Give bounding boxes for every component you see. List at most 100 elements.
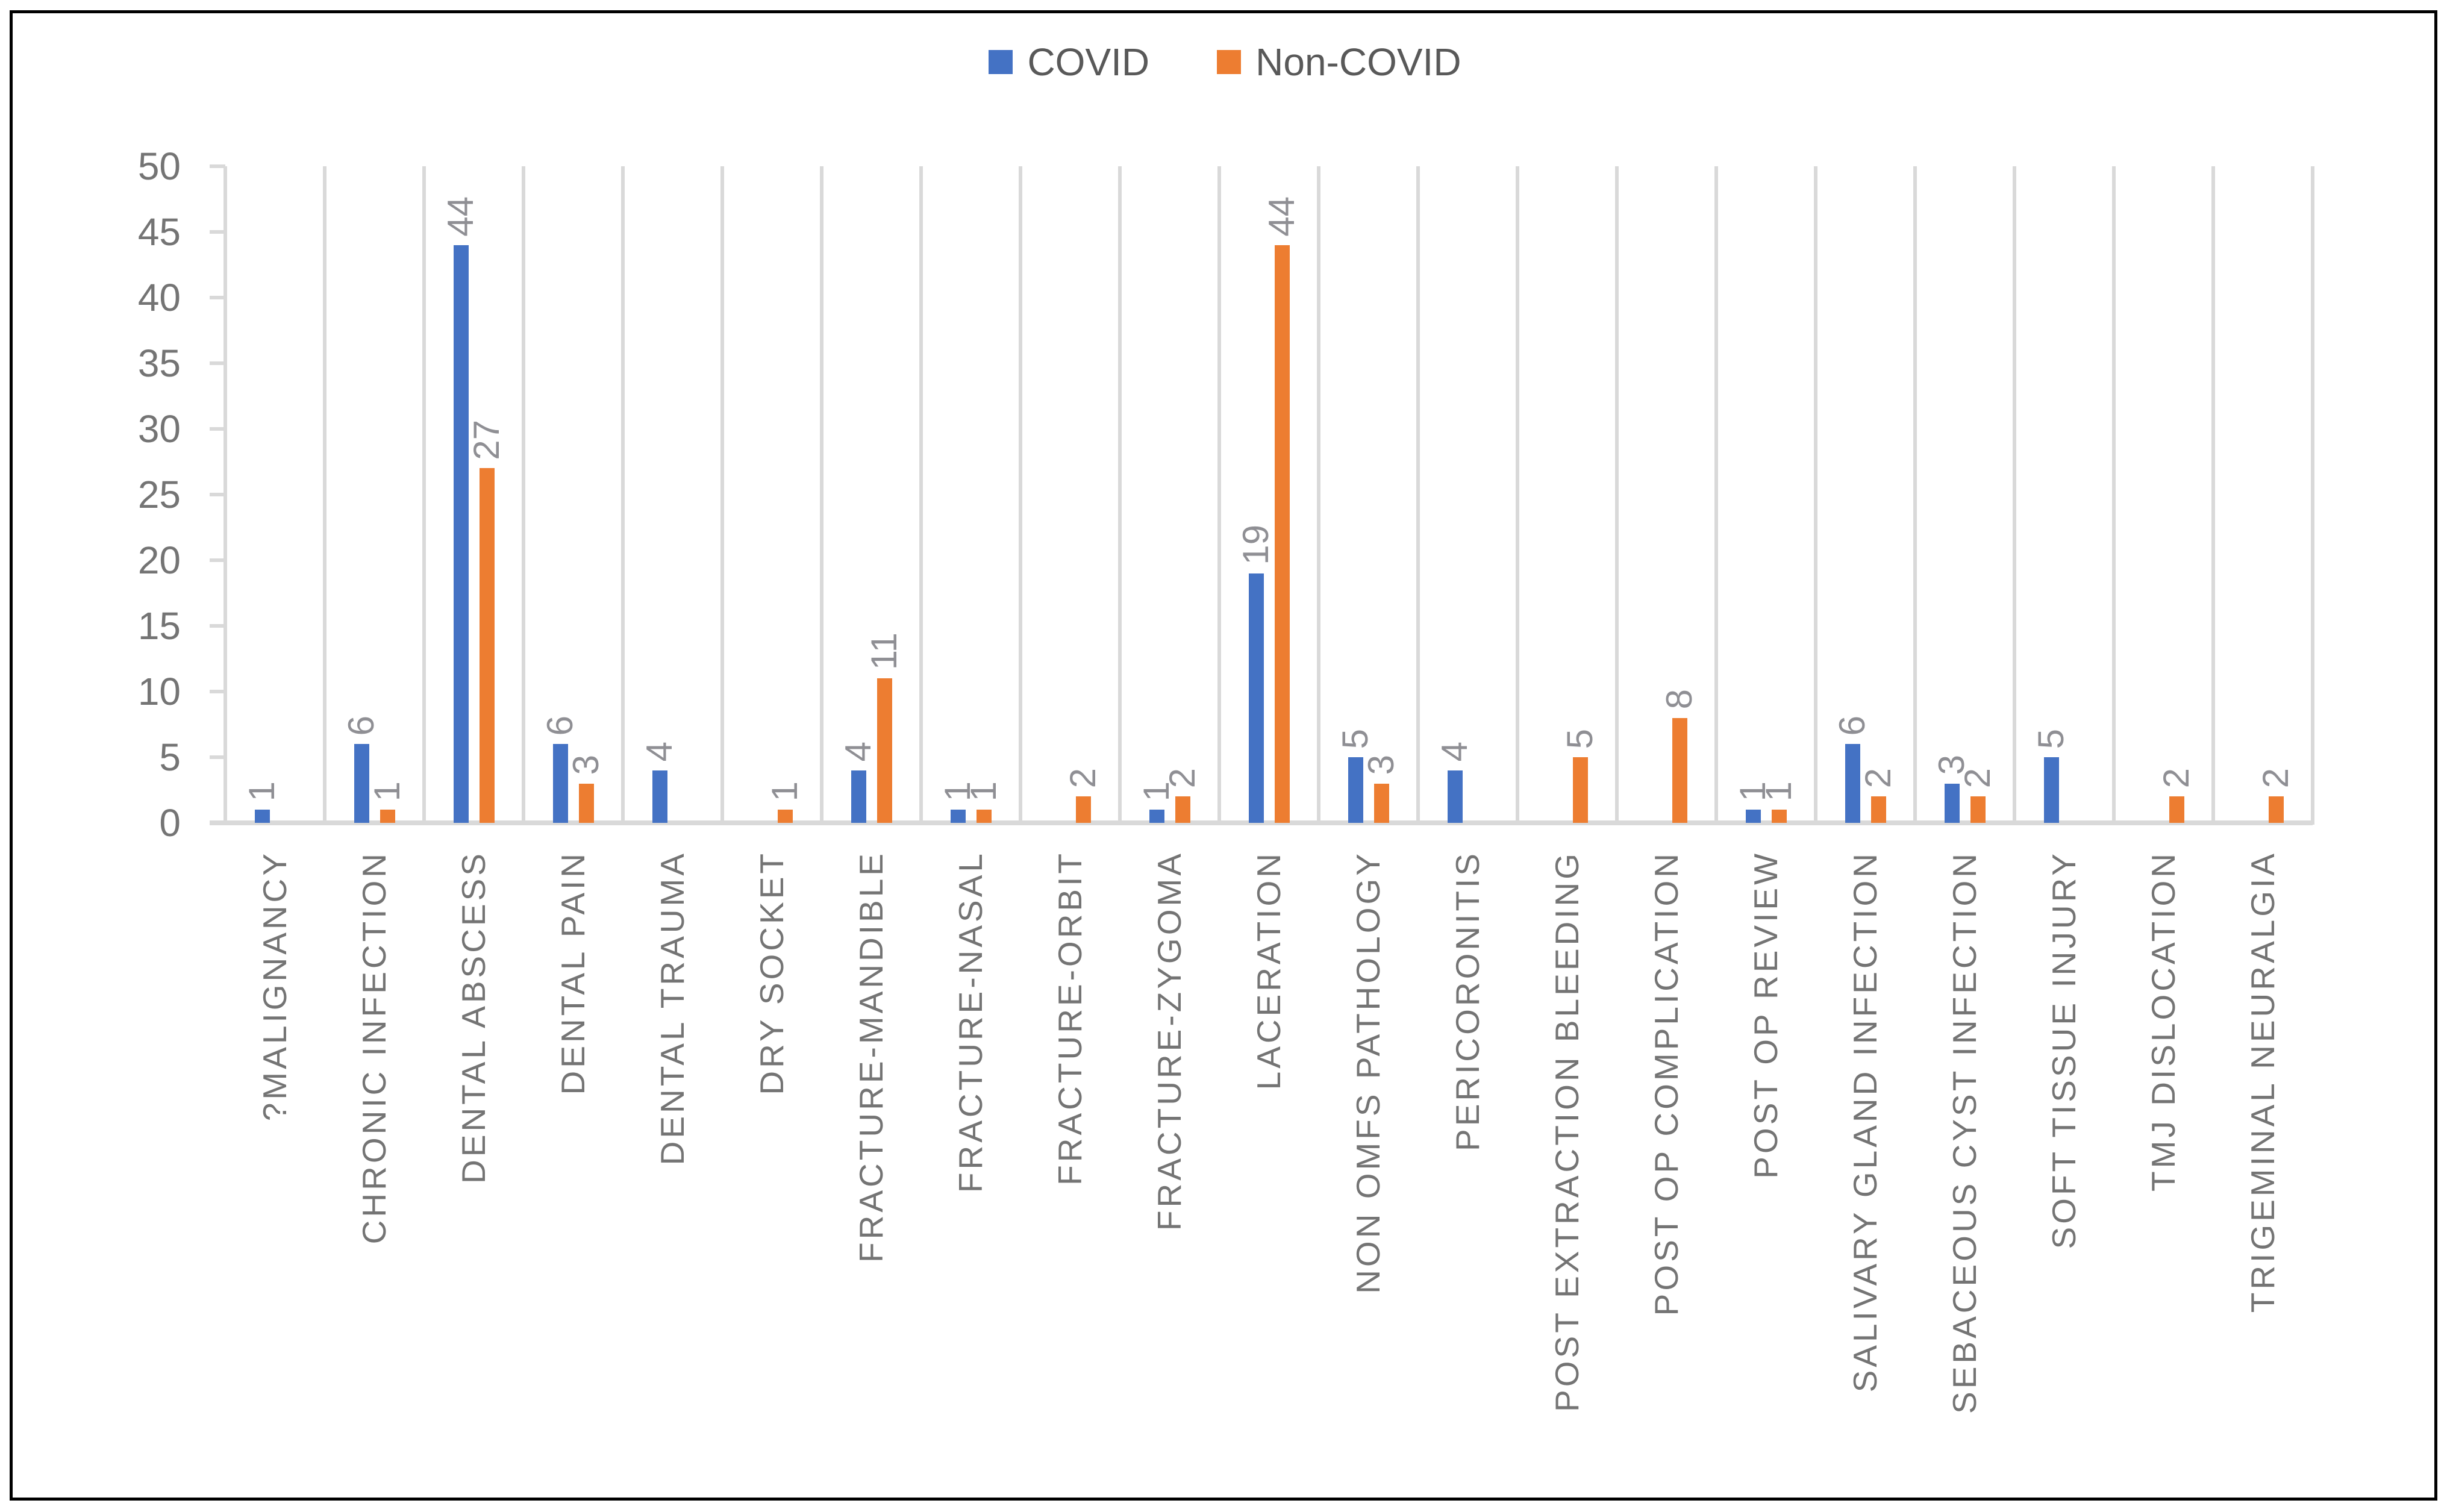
y-tick-label: 50 (137, 145, 181, 188)
y-tick-label: 45 (137, 210, 181, 254)
data-label-non-covid: 2 (2152, 768, 2201, 788)
legend-swatch-covid-icon (989, 50, 1013, 74)
bar-covid (1447, 770, 1463, 823)
x-axis-category-label-text: FRACTURE-NASAL (951, 851, 989, 1193)
x-axis-category-label-text: FRACTURE-MANDIBLE (852, 851, 890, 1263)
x-axis-category-label-text: DENTAL ABSCESS (454, 851, 492, 1184)
bar-non-covid (1970, 796, 1986, 823)
data-label-non-covid: 2 (1158, 768, 1207, 788)
y-tick-label: 40 (137, 276, 181, 319)
y-tick-label: 30 (137, 407, 181, 451)
legend-label-non-covid: Non-COVID (1255, 40, 1461, 84)
legend-swatch-non-covid-icon (1217, 50, 1242, 74)
data-label-non-covid-text: 44 (1261, 196, 1302, 237)
y-tick-label: 25 (137, 473, 181, 516)
data-label-non-covid: 2 (1059, 768, 1107, 788)
data-label-covid: 5 (1331, 729, 1380, 749)
data-label-non-covid-text: 1 (367, 781, 407, 802)
data-label-non-covid-text: 11 (864, 632, 904, 670)
x-axis-category-label-text: ?MALIGNANCY (255, 851, 293, 1122)
y-tick-label: 0 (159, 801, 181, 845)
x-axis-category-label-text: LACERATION (1249, 851, 1287, 1090)
bar-non-covid (479, 468, 495, 823)
gridline-vertical (2112, 166, 2116, 825)
bar-non-covid (1075, 796, 1091, 823)
y-axis-tick (210, 690, 225, 693)
bar-covid (652, 770, 667, 823)
x-axis-category-label: LACERATION (1219, 851, 1319, 1090)
data-label-non-covid-text: 2 (2156, 768, 2196, 789)
bar-non-covid (2169, 796, 2184, 823)
x-axis-category-label: CHRONIC INFECTION (325, 851, 424, 1244)
bar-covid (851, 770, 866, 823)
bar-non-covid (1274, 245, 1290, 823)
bar-non-covid (1373, 783, 1389, 823)
gridline-vertical (1615, 166, 1619, 825)
x-axis-category-label: FRACTURE-NASAL (921, 851, 1020, 1193)
x-axis-category-label: NON OMFS PATHOLOGY (1319, 851, 1418, 1294)
gridline-vertical (422, 166, 426, 825)
y-axis-tick (210, 558, 225, 562)
data-label-non-covid-text: 8 (1659, 689, 1699, 710)
data-label-covid: 4 (834, 742, 883, 761)
gridline-vertical (1913, 166, 1917, 825)
x-axis-category-label-text: DENTAL TRAUMA (653, 851, 691, 1166)
data-label-non-covid-text: 1 (1758, 781, 1799, 802)
bar-covid (1348, 757, 1363, 823)
x-axis-category-label: DENTAL PAIN (523, 851, 623, 1095)
y-axis-tick (210, 624, 225, 628)
data-label-non-covid: 1 (363, 781, 411, 801)
data-label-covid: 5 (2027, 729, 2075, 749)
data-label-covid-text: 44 (440, 196, 481, 237)
data-label-non-covid-text: 5 (1560, 728, 1600, 749)
y-axis-tick (210, 493, 225, 496)
x-axis-category-label: TMJ DISLOCATION (2114, 851, 2213, 1192)
x-axis-category-label: TRIGEMINAL NEURALGIA (2213, 851, 2313, 1313)
data-label-non-covid-text: 27 (466, 419, 507, 460)
data-label-covid-text: 6 (341, 715, 381, 736)
data-label-covid-text: 6 (1832, 715, 1872, 736)
y-axis-tick (210, 164, 225, 168)
data-label-non-covid: 8 (1655, 689, 1704, 709)
data-label-covid-text: 19 (1236, 525, 1276, 565)
data-label-non-covid-text: 3 (1361, 755, 1401, 775)
x-axis-category-label: DRY SOCKET (722, 851, 822, 1095)
bar-non-covid (1672, 717, 1687, 823)
x-axis-category-label: DENTAL TRAUMA (623, 851, 722, 1165)
y-axis-tick (210, 755, 225, 759)
bar-non-covid (2268, 796, 2284, 823)
bar-covid (552, 744, 568, 823)
data-label-covid-text: 4 (1434, 742, 1475, 762)
data-label-covid: 4 (1431, 742, 1479, 761)
x-axis-category-label: SALIVARY GLAND INFECTION (1816, 851, 1915, 1392)
data-label-covid-text: 5 (2031, 728, 2071, 749)
y-axis-tick (210, 296, 225, 299)
data-label-covid-text: 1 (242, 781, 282, 802)
gridline-vertical (820, 166, 823, 825)
y-axis-tick (210, 427, 225, 431)
bar-non-covid (1175, 796, 1190, 823)
x-axis-category-label: DENTAL ABSCESS (424, 851, 523, 1184)
x-axis-line (210, 820, 2313, 825)
x-axis-category-label: SOFT TISSUE INJURY (2014, 851, 2114, 1249)
x-axis-category-label-text: POST OP REVIEW (1746, 851, 1784, 1179)
x-axis-category-label: POST OP COMPLICATION (1617, 851, 1716, 1316)
data-label-non-covid: 2 (2252, 768, 2300, 788)
x-axis-category-label: ?MALIGNANCY (225, 851, 325, 1121)
bar-non-covid (1572, 757, 1588, 823)
legend-item-covid: COVID (989, 40, 1149, 84)
bar-covid (453, 245, 469, 823)
bar-non-covid (1771, 810, 1787, 823)
data-label-non-covid: 11 (860, 633, 908, 670)
x-axis-category-label: SEBACEOUS CYST INFECTION (1915, 851, 2014, 1414)
legend-label-covid: COVID (1027, 40, 1150, 84)
gridline-vertical (919, 166, 923, 825)
data-label-non-covid: 5 (1556, 729, 1604, 749)
x-axis-category-label-text: SEBACEOUS CYST INFECTION (1945, 851, 1983, 1414)
data-label-covid: 4 (636, 742, 684, 761)
data-label-covid: 6 (337, 716, 386, 736)
gridline-vertical (522, 166, 525, 825)
gridline-vertical (621, 166, 625, 825)
x-axis-category-label: FRACTURE-MANDIBLE (822, 851, 921, 1263)
